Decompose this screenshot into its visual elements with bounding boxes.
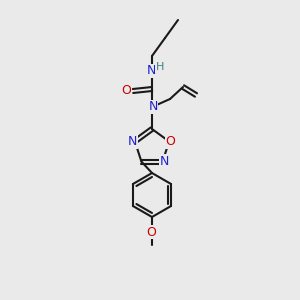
Text: N: N (148, 100, 158, 113)
Text: N: N (146, 64, 156, 77)
Text: N: N (160, 155, 169, 168)
Text: N: N (128, 135, 138, 148)
Text: O: O (165, 135, 175, 148)
Text: H: H (156, 62, 164, 72)
Text: O: O (146, 226, 156, 238)
Text: O: O (121, 85, 131, 98)
